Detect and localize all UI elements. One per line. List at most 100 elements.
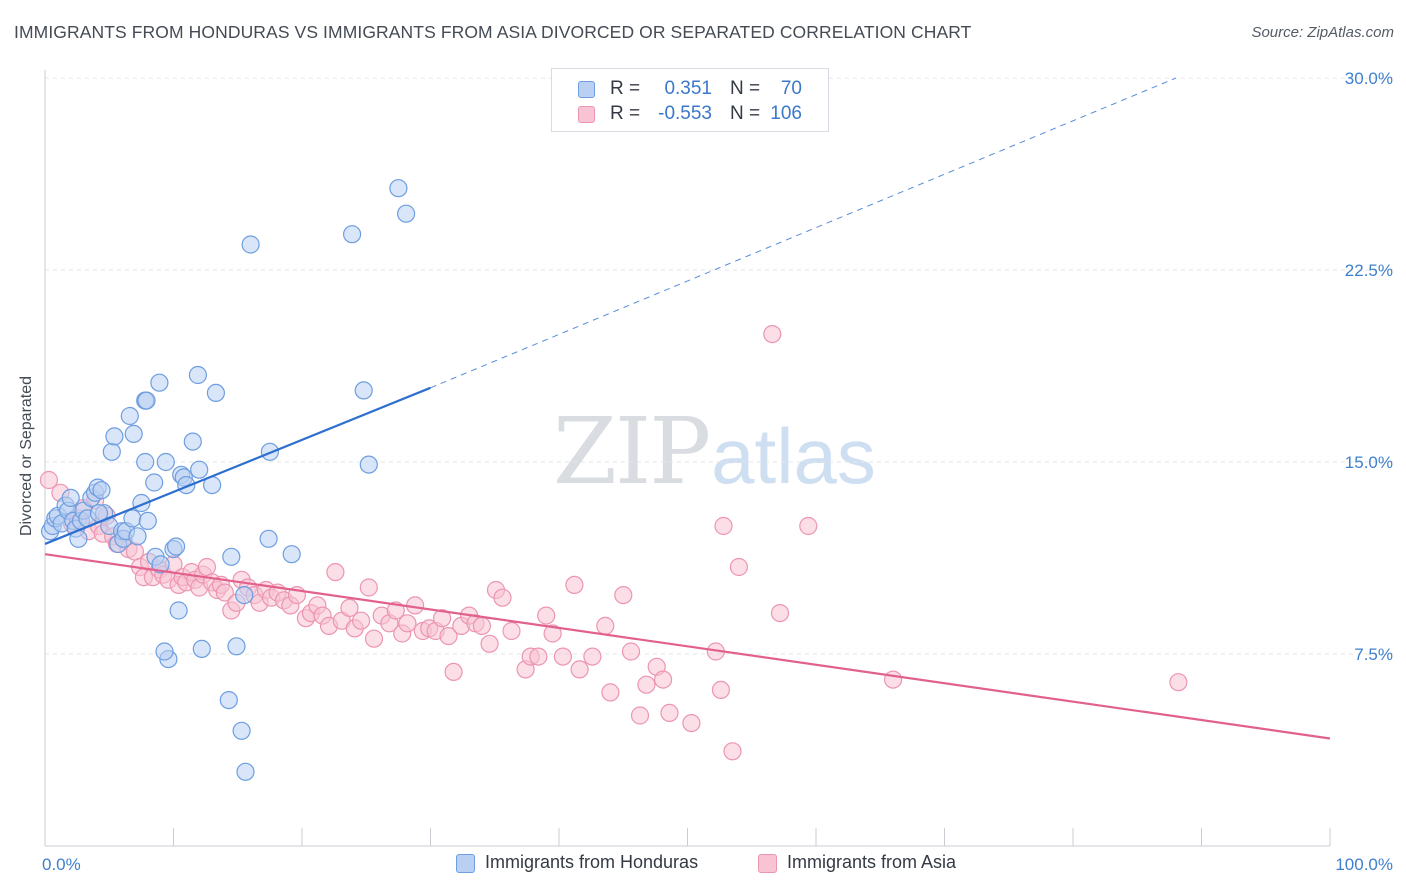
honduras-point xyxy=(128,527,147,546)
honduras-point xyxy=(232,721,251,740)
honduras-point xyxy=(389,179,408,198)
honduras-point xyxy=(138,511,157,531)
asia-point xyxy=(553,647,573,666)
legend-swatch-pink xyxy=(758,854,777,873)
honduras-point xyxy=(227,637,246,656)
honduras-point xyxy=(150,373,169,392)
stats-r-label: R = xyxy=(610,78,641,99)
honduras-point xyxy=(156,452,175,472)
legend-swatch-blue xyxy=(456,854,475,873)
asia-point xyxy=(39,470,59,490)
asia-point xyxy=(596,616,615,636)
asia-point xyxy=(682,713,701,733)
stats-r-value: 0.351 xyxy=(664,78,712,99)
honduras-trend-extension xyxy=(430,77,1176,389)
honduras-point xyxy=(102,442,121,461)
y-axis-label: Divorced or Separated xyxy=(18,375,35,537)
asia-point xyxy=(630,706,650,725)
asia-point xyxy=(653,670,673,689)
honduras-point xyxy=(206,383,225,402)
honduras-point xyxy=(169,601,188,620)
asia-point xyxy=(215,583,234,602)
asia-point xyxy=(493,588,512,607)
chart-source: Source: ZipAtlas.com xyxy=(1251,24,1394,41)
asia-point xyxy=(723,742,742,761)
y-tick-label: 22.5% xyxy=(1345,261,1393,280)
asia-point xyxy=(543,624,562,643)
asia-point xyxy=(480,634,499,653)
asia-point xyxy=(614,585,633,605)
honduras-point xyxy=(136,452,155,472)
honduras-point xyxy=(61,488,80,507)
asia-point xyxy=(565,575,584,595)
honduras-point xyxy=(105,427,124,446)
asia-point xyxy=(660,703,679,723)
asia-point xyxy=(570,660,589,679)
asia-point xyxy=(883,670,903,689)
asia-point xyxy=(444,662,463,682)
asia-point xyxy=(770,603,790,623)
honduras-point xyxy=(354,381,373,400)
asia-point xyxy=(729,557,749,577)
honduras-point xyxy=(183,432,202,451)
asia-point xyxy=(637,675,656,694)
asia-point xyxy=(364,629,384,648)
honduras-point xyxy=(236,762,255,781)
honduras-point xyxy=(145,473,164,492)
honduras-point xyxy=(343,225,362,244)
asia-point xyxy=(763,325,782,344)
legend-label-honduras: Immigrants from Honduras xyxy=(485,852,699,872)
asia-point xyxy=(433,609,452,628)
asia-point xyxy=(386,601,405,620)
stats-swatch-blue xyxy=(578,81,595,98)
stats-row-honduras: R = 0.351 N = 70 xyxy=(552,78,828,102)
honduras-point xyxy=(222,547,241,566)
asia-point xyxy=(799,516,818,536)
x-tick-label: 0.0% xyxy=(42,855,81,874)
honduras-point xyxy=(151,555,170,574)
stats-r-value: -0.553 xyxy=(658,103,712,124)
honduras-point xyxy=(190,460,209,479)
watermark-zip: ZIP xyxy=(553,398,711,505)
stats-r-label: R = xyxy=(610,103,641,124)
asia-point xyxy=(529,647,548,666)
stats-row-asia: R = -0.553 N = 106 xyxy=(552,103,828,127)
asia-point xyxy=(714,516,733,536)
stats-swatch-pink xyxy=(578,106,595,123)
asia-point xyxy=(621,642,641,661)
asia-point xyxy=(439,626,458,646)
asia-point xyxy=(359,578,378,597)
honduras-point xyxy=(219,690,238,710)
honduras-point xyxy=(155,642,174,661)
honduras-point xyxy=(235,585,254,605)
asia-point xyxy=(601,683,620,702)
honduras-point xyxy=(123,509,142,528)
x-tick-label: 100.0% xyxy=(1335,855,1393,874)
stats-n-value: 106 xyxy=(770,103,802,124)
honduras-point xyxy=(120,406,139,426)
honduras-point xyxy=(188,365,207,385)
honduras-point xyxy=(92,481,111,500)
asia-point xyxy=(197,557,216,577)
watermark-atlas: atlas xyxy=(711,412,876,500)
y-tick-label: 30.0% xyxy=(1345,69,1393,88)
stats-n-value: 70 xyxy=(780,78,802,99)
honduras-trend-line xyxy=(44,386,431,545)
asia-trend-line xyxy=(44,553,1331,740)
asia-point xyxy=(352,611,371,630)
honduras-point xyxy=(359,455,378,474)
chart-title: IMMIGRANTS FROM HONDURAS VS IMMIGRANTS F… xyxy=(14,22,972,42)
asia-point xyxy=(340,598,359,618)
honduras-point xyxy=(167,537,186,556)
asia-point xyxy=(398,614,417,633)
y-tick-label: 15.0% xyxy=(1345,453,1393,472)
asia-point xyxy=(537,606,556,625)
honduras-point xyxy=(241,235,260,254)
asia-point xyxy=(583,647,602,666)
watermark: ZIPatlas xyxy=(553,398,876,505)
legend-label-asia: Immigrants from Asia xyxy=(787,852,957,872)
honduras-point xyxy=(397,204,416,223)
asia-point xyxy=(472,616,491,636)
y-tick-label: 7.5% xyxy=(1354,645,1393,664)
